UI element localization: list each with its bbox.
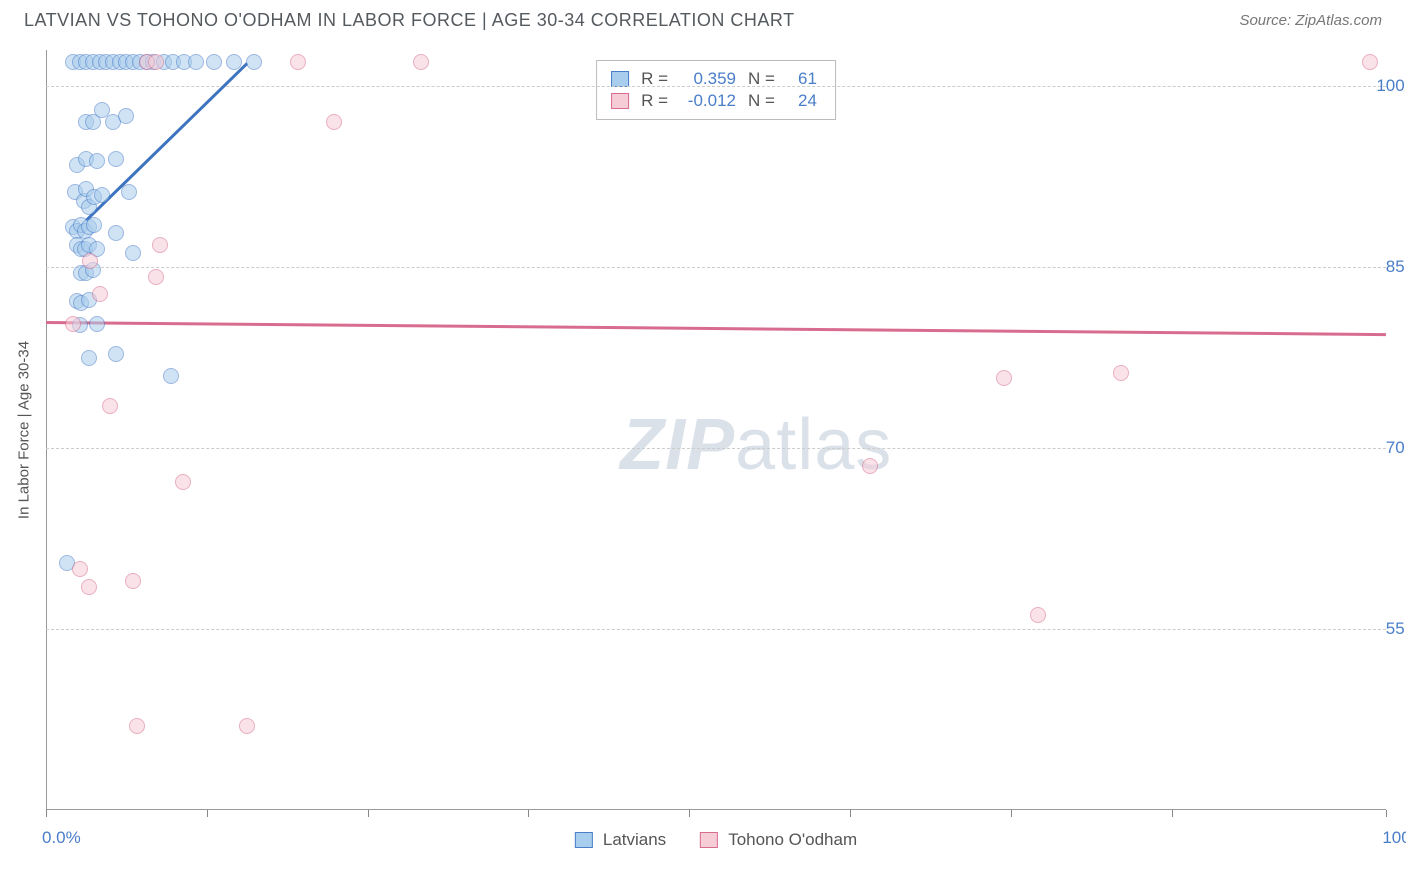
data-point (86, 217, 102, 233)
data-point (82, 253, 98, 269)
gridline (46, 267, 1386, 268)
y-axis-label: In Labor Force | Age 30-34 (16, 341, 33, 519)
data-point (175, 474, 191, 490)
legend-swatch (700, 832, 718, 848)
x-tick (46, 810, 47, 817)
data-point (118, 108, 134, 124)
legend-n-value: 24 (787, 91, 817, 111)
gridline (46, 448, 1386, 449)
watermark: ZIPatlas (620, 404, 892, 486)
data-point (148, 54, 164, 70)
chart-title: LATVIAN VS TOHONO O'ODHAM IN LABOR FORCE… (24, 10, 795, 31)
data-point (326, 114, 342, 130)
legend-r-label: R = (641, 91, 668, 111)
y-tick-label: 100.0% (1376, 76, 1406, 96)
x-tick (850, 810, 851, 817)
data-point (129, 718, 145, 734)
data-point (239, 718, 255, 734)
x-tick (207, 810, 208, 817)
legend-swatch (575, 832, 593, 848)
x-tick (1386, 810, 1387, 817)
data-point (108, 225, 124, 241)
legend-label: Tohono O'odham (728, 830, 857, 850)
x-tick (528, 810, 529, 817)
data-point (148, 269, 164, 285)
data-point (72, 561, 88, 577)
data-point (121, 184, 137, 200)
data-point (206, 54, 222, 70)
data-point (1030, 607, 1046, 623)
data-point (108, 151, 124, 167)
correlation-chart: In Labor Force | Age 30-34 ZIPatlas R =0… (46, 50, 1386, 810)
legend-item: Tohono O'odham (700, 830, 857, 850)
data-point (65, 316, 81, 332)
data-point (89, 153, 105, 169)
data-point (108, 346, 124, 362)
y-tick-label: 70.0% (1386, 438, 1406, 458)
data-point (290, 54, 306, 70)
data-point (125, 573, 141, 589)
data-point (226, 54, 242, 70)
x-tick (1172, 810, 1173, 817)
data-point (94, 187, 110, 203)
x-tick-max: 100.0% (1382, 828, 1406, 848)
data-point (996, 370, 1012, 386)
data-point (89, 316, 105, 332)
gridline (46, 86, 1386, 87)
y-axis-line (46, 50, 47, 810)
stats-legend: R =0.359N =61R =-0.012N =24 (596, 60, 836, 120)
legend-r-value: -0.012 (680, 91, 736, 111)
x-tick (689, 810, 690, 817)
x-tick (1011, 810, 1012, 817)
legend-swatch (611, 71, 629, 87)
data-point (163, 368, 179, 384)
series-legend: Latvians Tohono O'odham (575, 830, 857, 850)
legend-n-label: N = (748, 91, 775, 111)
data-point (1113, 365, 1129, 381)
data-point (81, 350, 97, 366)
data-point (92, 286, 108, 302)
trend-line (46, 321, 1386, 336)
y-tick-label: 55.0% (1386, 619, 1406, 639)
data-point (152, 237, 168, 253)
stats-legend-row: R = -0.012 N = 24 (611, 91, 817, 111)
x-tick-min: 0.0% (42, 828, 81, 848)
data-point (188, 54, 204, 70)
data-point (862, 458, 878, 474)
data-point (413, 54, 429, 70)
legend-item: Latvians (575, 830, 666, 850)
gridline (46, 629, 1386, 630)
plot-area: ZIPatlas R =0.359N =61R =-0.012N =24 (46, 50, 1386, 810)
data-point (246, 54, 262, 70)
data-point (81, 579, 97, 595)
source-attribution: Source: ZipAtlas.com (1239, 12, 1382, 29)
legend-swatch (611, 93, 629, 109)
y-tick-label: 85.0% (1386, 257, 1406, 277)
legend-label: Latvians (603, 830, 666, 850)
data-point (125, 245, 141, 261)
data-point (1362, 54, 1378, 70)
x-axis-line (46, 809, 1386, 810)
x-tick (368, 810, 369, 817)
data-point (102, 398, 118, 414)
